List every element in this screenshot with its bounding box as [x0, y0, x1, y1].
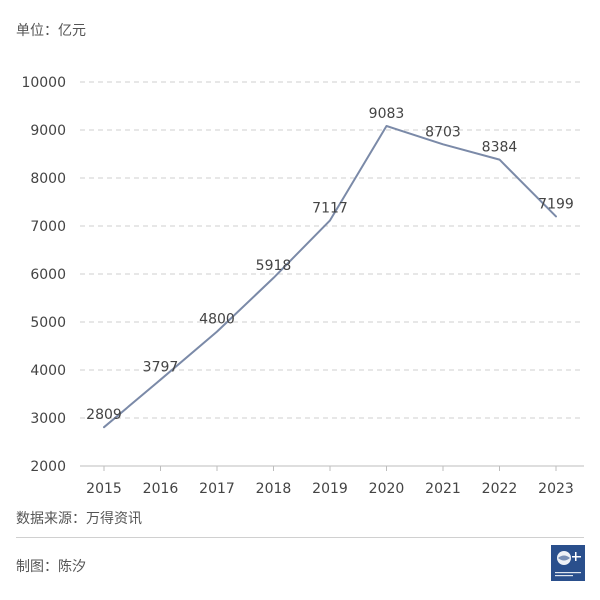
line-chart: 2000 3000 4000 5000 6000 7000 8000 9000 10000 201…	[21, 75, 584, 497]
grid-lines	[80, 81, 584, 419]
data-label: 7117	[312, 200, 348, 216]
series-line	[103, 125, 557, 429]
data-label: 4800	[199, 312, 235, 328]
data-label: 8703	[425, 124, 461, 140]
x-tick-label: 2020	[369, 481, 405, 497]
y-tick-label: 8000	[30, 171, 66, 187]
y-tick-label: 9000	[30, 123, 66, 139]
y-tick-label: 2000	[30, 459, 66, 475]
y-tick-label: 4000	[30, 363, 66, 379]
chart-maker: 制图：陈汐	[16, 559, 86, 575]
y-tick-label: 10000	[21, 75, 66, 91]
x-tick-label: 2023	[538, 481, 574, 497]
data-source: 数据来源：万得资讯	[16, 511, 142, 527]
series-area	[103, 125, 557, 429]
data-label: 7199	[538, 196, 574, 212]
axes: 2000 3000 4000 5000 6000 7000 8000 9000 10000 201…	[21, 75, 584, 497]
unit-label: 单位：亿元	[16, 23, 86, 39]
x-tick-label: 2016	[143, 481, 179, 497]
x-tick-label: 2021	[425, 481, 461, 497]
data-label: 5918	[256, 258, 292, 274]
x-tick-label: 2017	[199, 481, 235, 497]
data-label: 9083	[369, 106, 405, 122]
y-tick-label: 3000	[30, 411, 66, 427]
x-tick-label: 2022	[482, 481, 518, 497]
data-label: 2809	[86, 407, 122, 423]
y-tick-label: 5000	[30, 315, 66, 331]
x-tick-label: 2015	[86, 481, 122, 497]
y-tick-label: 6000	[30, 267, 66, 283]
x-tick-label: 2019	[312, 481, 348, 497]
data-labels: 2809 3797 4800 5918 7117 9083 8703 8384 7199	[86, 106, 574, 423]
x-tick-label: 2018	[256, 481, 292, 497]
footer-divider	[16, 537, 584, 538]
data-label: 8384	[482, 140, 518, 156]
y-tick-label: 7000	[30, 219, 66, 235]
data-label: 3797	[143, 360, 179, 376]
globe-logo-icon	[551, 545, 585, 581]
